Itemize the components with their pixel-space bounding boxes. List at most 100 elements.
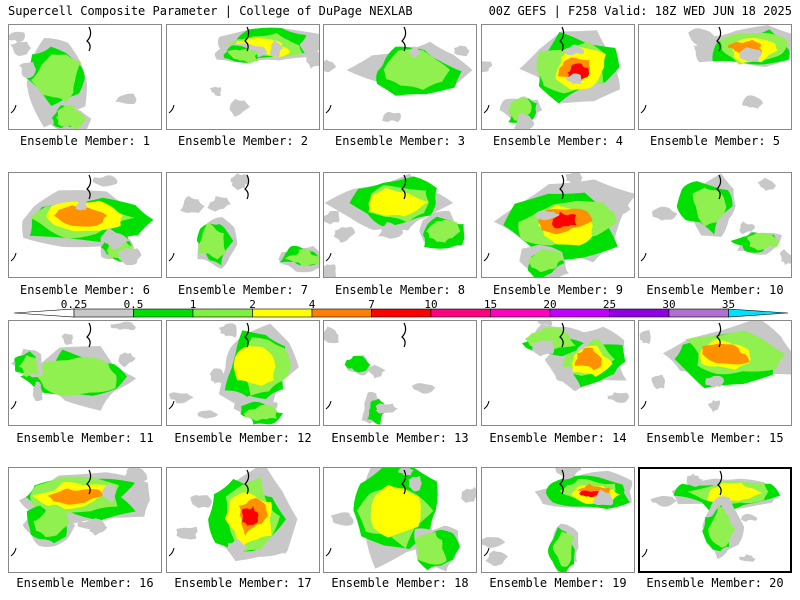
scp-contour	[176, 526, 198, 540]
ensemble-member-map[interactable]	[638, 172, 792, 278]
ensemble-member-caption: Ensemble Member: 11	[16, 431, 154, 445]
scp-contour	[344, 355, 370, 373]
ensemble-member-map[interactable]	[481, 467, 635, 573]
ensemble-member-map[interactable]	[166, 320, 320, 426]
scp-contour	[652, 206, 678, 221]
scp-contour	[564, 44, 585, 56]
scp-contour	[32, 381, 43, 402]
ensemble-member-map[interactable]	[8, 467, 162, 573]
scp-contour	[377, 222, 404, 239]
scp-contour	[34, 356, 117, 397]
ensemble-member-caption: Ensemble Member: 4	[492, 134, 624, 148]
scp-contour	[324, 59, 337, 73]
ensemble-member-map[interactable]	[166, 467, 320, 573]
ensemble-member-map[interactable]	[481, 24, 635, 130]
ensemble-member-caption: Ensemble Member: 17	[174, 576, 312, 590]
scp-contour	[565, 73, 582, 85]
scp-contour	[324, 264, 336, 277]
ensemble-member-map[interactable]	[323, 172, 477, 278]
ensemble-member-map[interactable]	[481, 172, 635, 278]
coastline	[325, 252, 332, 262]
coastline	[401, 469, 407, 495]
scp-contour	[739, 47, 762, 63]
scp-contour	[92, 175, 118, 187]
scp-contour	[708, 399, 721, 414]
scp-field	[324, 322, 437, 425]
scp-field	[10, 321, 137, 411]
coastline	[483, 252, 490, 262]
ensemble-member-map[interactable]	[8, 320, 162, 426]
scp-contour	[227, 539, 248, 556]
scale-tick-label: 4	[308, 298, 316, 311]
coastline	[10, 547, 17, 557]
ensemble-member-caption: Ensemble Member: 12	[174, 431, 312, 445]
scp-contour	[514, 112, 535, 129]
coastline	[717, 470, 723, 496]
scale-tick-label: 25	[602, 298, 617, 311]
scp-contour	[426, 219, 461, 243]
ensemble-member-map[interactable]	[8, 172, 162, 278]
scp-contour	[305, 49, 319, 69]
ensemble-member-map[interactable]	[323, 24, 477, 130]
scp-contour	[686, 472, 704, 487]
ensemble-member-map[interactable]	[638, 467, 792, 573]
scp-contour	[243, 405, 277, 421]
coastline	[559, 174, 565, 200]
scp-field	[482, 26, 620, 129]
ensemble-member-caption: Ensemble Member: 2	[177, 134, 309, 148]
scp-contour	[368, 187, 429, 217]
scp-contour	[485, 550, 508, 566]
scp-contour	[118, 352, 136, 368]
coastline	[559, 26, 565, 52]
scp-field	[168, 26, 319, 117]
scp-contour	[398, 468, 414, 477]
scp-contour	[55, 105, 86, 129]
scp-field	[10, 468, 151, 557]
coastline	[168, 547, 175, 557]
scp-contour	[574, 347, 602, 371]
scp-contour	[241, 505, 259, 526]
coastline	[640, 252, 647, 262]
ensemble-member-map[interactable]	[323, 320, 477, 426]
scp-contour	[739, 554, 756, 562]
scale-segment	[311, 308, 372, 318]
scp-contour	[33, 504, 70, 537]
scp-contour	[740, 513, 758, 522]
coastline	[325, 400, 332, 410]
scp-contour	[535, 210, 561, 221]
scp-contour	[122, 468, 148, 482]
ensemble-member-caption: Ensemble Member: 9	[492, 283, 624, 297]
coastline	[716, 322, 722, 348]
ensemble-member-map[interactable]	[166, 172, 320, 278]
ensemble-member-map[interactable]	[8, 24, 162, 130]
scp-contour	[747, 232, 780, 251]
ensemble-member-map[interactable]	[481, 320, 635, 426]
ensemble-member-map[interactable]	[638, 24, 792, 130]
scp-contour	[565, 173, 583, 186]
scp-field	[483, 321, 629, 410]
coastline	[401, 322, 407, 348]
ensemble-member-map[interactable]	[166, 24, 320, 130]
scale-segment	[668, 308, 729, 318]
scp-contour	[18, 355, 39, 378]
coastline	[716, 174, 722, 200]
coastline	[483, 104, 490, 114]
ensemble-member-caption: Ensemble Member: 15	[646, 431, 784, 445]
scp-contour	[197, 410, 218, 419]
scale-segment	[371, 308, 432, 318]
scp-contour	[53, 205, 108, 227]
coastline	[10, 252, 17, 262]
scp-contour	[453, 45, 470, 56]
coastline	[168, 252, 175, 262]
ensemble-member-map[interactable]	[638, 320, 792, 426]
coastline	[640, 104, 647, 114]
scp-field	[324, 173, 465, 277]
scp-field	[483, 173, 634, 277]
coastline	[559, 322, 565, 348]
scp-contour	[606, 392, 629, 403]
scp-contour	[270, 39, 283, 58]
coastline	[244, 469, 250, 495]
ensemble-member-caption: Ensemble Member: 10	[646, 283, 784, 297]
scp-contour	[229, 98, 251, 117]
ensemble-member-map[interactable]	[323, 467, 477, 573]
